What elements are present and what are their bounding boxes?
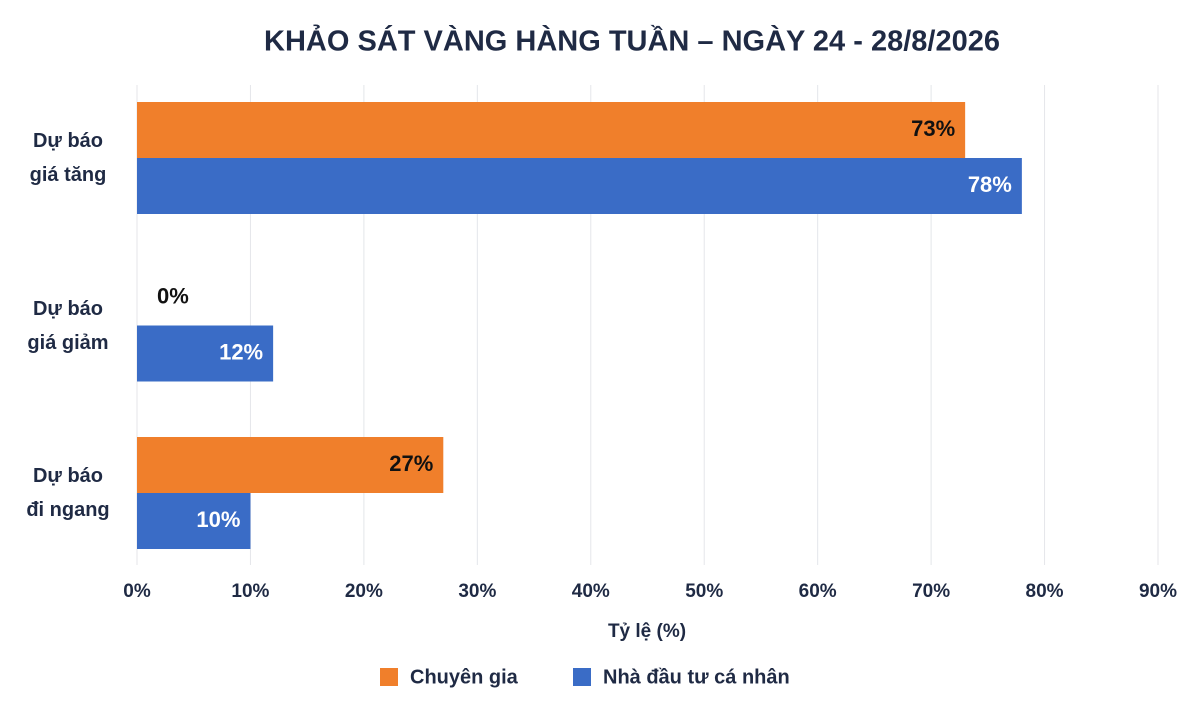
bar [137, 437, 444, 493]
x-axis-title: Tỷ lệ (%) [608, 621, 686, 642]
bar [137, 493, 251, 549]
y-tick-label: Dự báo đi ngang [26, 465, 110, 521]
value-label: 10% [196, 507, 240, 532]
bar [137, 158, 1022, 214]
x-tick-label: 40% [572, 581, 610, 602]
bar [137, 102, 966, 158]
x-tick-label: 20% [345, 581, 383, 602]
x-tick-label: 80% [1026, 581, 1064, 602]
y-tick-label: Dự báo giá giảm [27, 297, 109, 354]
legend-label: Nhà đầu tư cá nhân [603, 666, 790, 688]
x-tick-label: 90% [1139, 581, 1177, 602]
bar [137, 325, 274, 382]
x-tick-label: 60% [799, 581, 837, 602]
x-tick-label: 30% [458, 581, 496, 602]
x-tick-label: 70% [912, 581, 950, 602]
chart-title: KHẢO SÁT VÀNG HÀNG TUẦN – NGÀY 24 - 28/8… [264, 24, 1000, 58]
legend-label: Chuyên gia [410, 666, 519, 688]
value-label: 12% [219, 339, 263, 364]
value-label: 27% [389, 451, 433, 476]
x-tick-label: 10% [231, 581, 269, 602]
x-tick-label: 0% [123, 581, 151, 602]
value-label: 0% [157, 283, 189, 308]
y-tick-label: Dự báo giá tăng [29, 130, 107, 186]
legend-swatch [573, 668, 591, 686]
value-label: 73% [911, 116, 955, 141]
legend-swatch [380, 668, 398, 686]
x-tick-label: 50% [685, 581, 723, 602]
value-label: 78% [968, 172, 1012, 197]
